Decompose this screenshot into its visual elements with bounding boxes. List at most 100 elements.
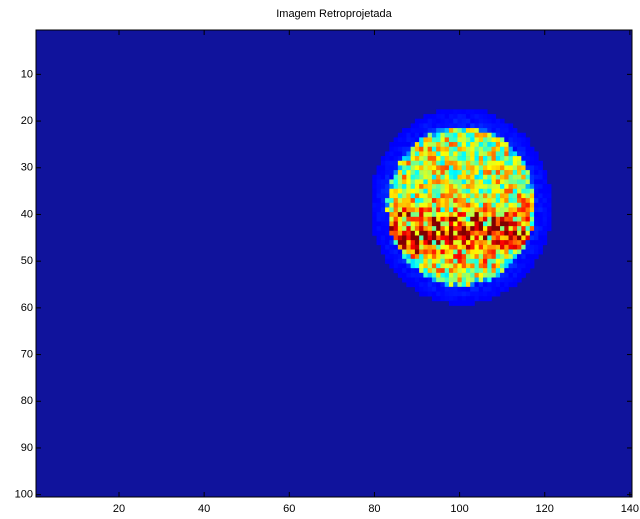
image-pixel bbox=[509, 217, 514, 222]
image-pixel bbox=[411, 133, 416, 138]
image-pixel bbox=[453, 142, 458, 147]
image-pixel bbox=[526, 235, 531, 240]
image-pixel bbox=[483, 203, 488, 208]
image-pixel bbox=[479, 109, 484, 114]
image-pixel bbox=[470, 259, 475, 264]
image-pixel bbox=[538, 198, 543, 203]
image-pixel bbox=[457, 142, 462, 147]
image-pixel bbox=[432, 151, 437, 156]
image-pixel bbox=[526, 179, 531, 184]
image-pixel bbox=[432, 147, 437, 152]
x-tick-label: 80 bbox=[368, 503, 380, 515]
image-pixel bbox=[466, 193, 471, 198]
image-pixel bbox=[509, 231, 514, 236]
image-pixel bbox=[402, 133, 407, 138]
image-pixel bbox=[394, 193, 399, 198]
image-pixel bbox=[526, 221, 531, 226]
image-pixel bbox=[436, 193, 441, 198]
image-pixel bbox=[389, 179, 394, 184]
image-pixel bbox=[521, 203, 526, 208]
image-pixel bbox=[487, 133, 492, 138]
image-pixel bbox=[500, 119, 505, 124]
image-pixel bbox=[436, 189, 441, 194]
image-pixel bbox=[479, 165, 484, 170]
image-pixel bbox=[513, 254, 518, 259]
image-pixel bbox=[500, 249, 505, 254]
image-pixel bbox=[462, 137, 467, 142]
image-pixel bbox=[445, 189, 450, 194]
image-pixel bbox=[470, 254, 475, 259]
image-pixel bbox=[394, 203, 399, 208]
image-pixel bbox=[466, 278, 471, 283]
image-pixel bbox=[483, 240, 488, 245]
image-pixel bbox=[394, 184, 399, 189]
image-pixel bbox=[462, 198, 467, 203]
image-pixel bbox=[445, 217, 450, 222]
image-pixel bbox=[483, 278, 488, 283]
image-pixel bbox=[496, 226, 501, 231]
image-pixel bbox=[517, 198, 522, 203]
image-pixel bbox=[402, 193, 407, 198]
image-pixel bbox=[449, 109, 454, 114]
image-pixel bbox=[423, 179, 428, 184]
image-pixel bbox=[534, 198, 539, 203]
image-pixel bbox=[440, 179, 445, 184]
image-pixel bbox=[394, 161, 399, 166]
image-pixel bbox=[504, 273, 509, 278]
image-pixel bbox=[530, 245, 535, 250]
image-pixel bbox=[526, 249, 531, 254]
image-pixel bbox=[402, 217, 407, 222]
image-pixel bbox=[466, 175, 471, 180]
image-pixel bbox=[453, 203, 458, 208]
image-pixel bbox=[474, 184, 479, 189]
image-pixel bbox=[394, 147, 399, 152]
image-pixel bbox=[530, 254, 535, 259]
y-tick-label: 70 bbox=[21, 348, 33, 360]
image-pixel bbox=[500, 142, 505, 147]
image-pixel bbox=[487, 119, 492, 124]
image-pixel bbox=[381, 217, 386, 222]
image-pixel bbox=[517, 161, 522, 166]
image-pixel bbox=[445, 231, 450, 236]
image-pixel bbox=[449, 147, 454, 152]
image-pixel bbox=[483, 287, 488, 292]
image-pixel bbox=[487, 123, 492, 128]
image-pixel bbox=[547, 226, 552, 231]
image-pixel bbox=[394, 212, 399, 217]
image-pixel bbox=[479, 264, 484, 269]
image-pixel bbox=[483, 175, 488, 180]
image-pixel bbox=[479, 254, 484, 259]
image-pixel bbox=[411, 203, 416, 208]
image-pixel bbox=[521, 240, 526, 245]
image-pixel bbox=[385, 259, 390, 264]
image-pixel bbox=[483, 282, 488, 287]
image-pixel bbox=[517, 240, 522, 245]
image-pixel bbox=[496, 231, 501, 236]
image-pixel bbox=[394, 221, 399, 226]
image-pixel bbox=[462, 282, 467, 287]
image-pixel bbox=[517, 278, 522, 283]
image-pixel bbox=[526, 245, 531, 250]
image-pixel bbox=[509, 198, 514, 203]
image-pixel bbox=[496, 235, 501, 240]
image-pixel bbox=[398, 273, 403, 278]
image-pixel bbox=[462, 301, 467, 306]
image-pixel bbox=[496, 221, 501, 226]
image-pixel bbox=[521, 268, 526, 273]
image-pixel bbox=[462, 175, 467, 180]
image-pixel bbox=[440, 123, 445, 128]
image-pixel bbox=[385, 207, 390, 212]
image-pixel bbox=[432, 165, 437, 170]
image-pixel bbox=[509, 264, 514, 269]
image-pixel bbox=[466, 133, 471, 138]
image-pixel bbox=[530, 212, 535, 217]
image-pixel bbox=[538, 226, 543, 231]
image-pixel bbox=[453, 114, 458, 119]
image-pixel bbox=[428, 203, 433, 208]
image-pixel bbox=[509, 137, 514, 142]
image-pixel bbox=[389, 151, 394, 156]
image-pixel bbox=[445, 268, 450, 273]
image-pixel bbox=[415, 189, 420, 194]
image-pixel bbox=[398, 151, 403, 156]
image-pixel bbox=[394, 226, 399, 231]
